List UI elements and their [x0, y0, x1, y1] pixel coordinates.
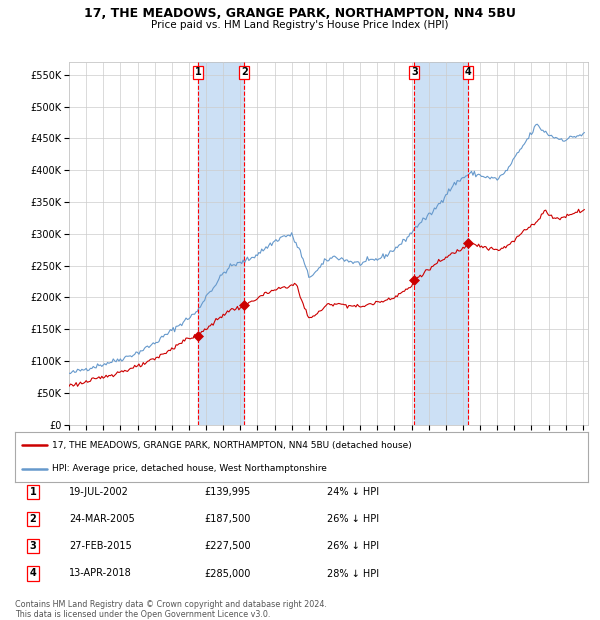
Text: Price paid vs. HM Land Registry's House Price Index (HPI): Price paid vs. HM Land Registry's House … [151, 20, 449, 30]
Text: 28% ↓ HPI: 28% ↓ HPI [327, 569, 379, 578]
Text: 3: 3 [411, 68, 418, 78]
Text: £227,500: £227,500 [204, 541, 251, 551]
Text: 4: 4 [464, 68, 471, 78]
Bar [414, 62, 468, 425]
Text: 1: 1 [29, 487, 37, 497]
Text: HPI: Average price, detached house, West Northamptonshire: HPI: Average price, detached house, West… [52, 464, 327, 473]
Text: 24% ↓ HPI: 24% ↓ HPI [327, 487, 379, 497]
Text: 24-MAR-2005: 24-MAR-2005 [69, 514, 135, 524]
Text: 26% ↓ HPI: 26% ↓ HPI [327, 514, 379, 524]
Text: Contains HM Land Registry data © Crown copyright and database right 2024.
This d: Contains HM Land Registry data © Crown c… [15, 600, 327, 619]
Text: 13-APR-2018: 13-APR-2018 [69, 569, 132, 578]
Text: 17, THE MEADOWS, GRANGE PARK, NORTHAMPTON, NN4 5BU: 17, THE MEADOWS, GRANGE PARK, NORTHAMPTO… [84, 7, 516, 20]
Text: 4: 4 [29, 569, 37, 578]
Text: 3: 3 [29, 541, 37, 551]
Text: £139,995: £139,995 [204, 487, 250, 497]
Text: 19-JUL-2002: 19-JUL-2002 [69, 487, 129, 497]
Text: 2: 2 [29, 514, 37, 524]
Text: 26% ↓ HPI: 26% ↓ HPI [327, 541, 379, 551]
Text: 27-FEB-2015: 27-FEB-2015 [69, 541, 132, 551]
Text: 2: 2 [241, 68, 248, 78]
Text: 1: 1 [195, 68, 202, 78]
Bar [198, 62, 244, 425]
Text: 17, THE MEADOWS, GRANGE PARK, NORTHAMPTON, NN4 5BU (detached house): 17, THE MEADOWS, GRANGE PARK, NORTHAMPTO… [52, 441, 412, 450]
Text: £285,000: £285,000 [204, 569, 250, 578]
Text: £187,500: £187,500 [204, 514, 250, 524]
